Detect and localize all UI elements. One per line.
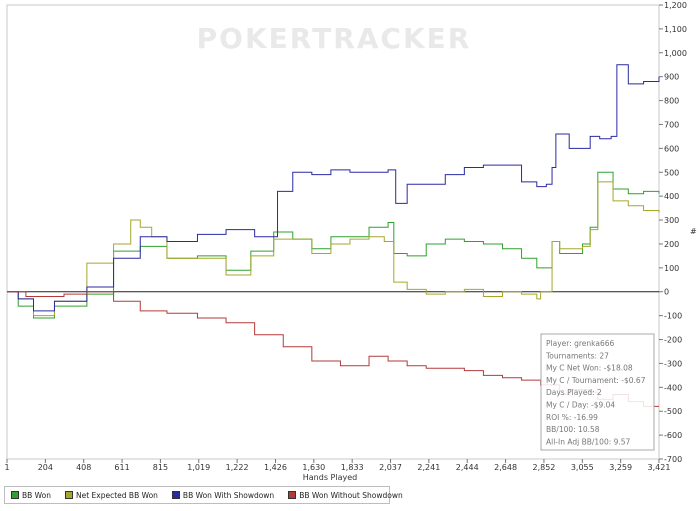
x-tick-label: 1,630 [302, 463, 325, 472]
y-tick-label: 1,000 [664, 49, 687, 58]
legend: BB Won Net Expected BB Won BB Won With Sho… [4, 486, 403, 504]
series-line-net-expected-bb-won [7, 181, 660, 317]
info-box-frame [540, 333, 655, 451]
legend-swatch [65, 491, 73, 499]
x-tick-label: 3,421 [648, 463, 671, 472]
x-tick-label: 1 [4, 463, 9, 472]
info-line: Days Played: 2 [546, 388, 602, 397]
info-line: ROI %: -16.99 [546, 413, 598, 422]
watermark-logo: POKERTRACKER [197, 22, 472, 55]
info-line: All-In Adj BB/100: 9.57 [546, 437, 631, 446]
x-tick-label: 2,852 [532, 463, 555, 472]
legend-label: Net Expected BB Won [76, 490, 158, 500]
y-axis-label: # [690, 227, 697, 236]
x-tick-label: 2,648 [494, 463, 517, 472]
y-tick-label: -200 [664, 336, 682, 345]
y-tick-label: -500 [664, 407, 682, 416]
x-tick-label: 2,037 [379, 463, 402, 472]
legend-swatch [288, 491, 297, 499]
x-tick-label: 815 [153, 463, 168, 472]
y-tick-label: 0 [664, 288, 669, 297]
y-tick-label: 200 [664, 240, 679, 249]
y-tick-label: 800 [664, 97, 679, 106]
info-line: BB/100: 10.58 [546, 425, 600, 434]
x-axis: 1 204 408 611 815 1,019 1,222 1,426 1,630 1,833 2,… [4, 459, 670, 472]
legend-item[interactable]: Net Expected BB Won [65, 491, 158, 500]
legend-swatch [171, 491, 180, 499]
y-tick-label: 900 [664, 73, 679, 82]
y-tick-label: 100 [664, 264, 679, 273]
x-tick-label: 1,019 [187, 463, 210, 472]
y-tick-label: -700 [664, 455, 682, 464]
legend-item[interactable]: BB Won With Showdown [171, 490, 275, 500]
legend-item[interactable]: BB Won Without Showdown [288, 491, 403, 500]
y-tick-label: -100 [664, 312, 682, 321]
legend-label: BB Won Without Showdown [299, 490, 403, 500]
y-axis: 1,200 1,100 1,000 900 800 700 600 500 400 300 200 1… [659, 1, 687, 464]
x-tick-label: 2,444 [456, 463, 479, 472]
y-tick-label: 400 [664, 192, 679, 201]
info-line: My C / Day: -$9.04 [546, 401, 615, 410]
info-line: My C Net Won: -$18.08 [546, 364, 633, 373]
y-tick-label: -300 [664, 359, 682, 368]
x-tick-label: 204 [38, 463, 53, 472]
y-tick-label: 700 [664, 120, 679, 129]
x-tick-label: 1,222 [226, 463, 249, 472]
info-line: My C / Tournament: -$0.67 [546, 376, 646, 385]
x-tick-label: 611 [114, 463, 129, 472]
x-tick-label: 3,259 [609, 463, 632, 472]
series-line-bb-won-with-showdown [7, 64, 660, 312]
y-tick-label: 500 [664, 168, 679, 177]
y-tick-label: 1,100 [664, 25, 687, 34]
x-tick-label: 3,055 [571, 463, 594, 472]
y-tick-label: -400 [664, 383, 682, 392]
x-tick-label: 408 [76, 463, 91, 472]
x-tick-label: 1,833 [341, 463, 364, 472]
info-line: Tournaments: 27 [545, 351, 609, 360]
x-axis-label: Hands Played [303, 473, 357, 482]
y-tick-label: 300 [664, 216, 679, 225]
y-tick-label: -600 [664, 431, 682, 440]
stats-info-box: Player: grenka666 Tournaments: 27 My C Net… [540, 333, 655, 451]
info-line: Player: grenka666 [546, 339, 615, 348]
legend-item[interactable]: BB Won [11, 491, 51, 500]
y-tick-label: 600 [664, 144, 679, 153]
legend-label: BB Won With Showdown [182, 490, 275, 500]
legend-swatch [11, 491, 19, 499]
watermark: POKERTRACKER [197, 22, 472, 55]
y-tick-label: 1,200 [664, 1, 687, 10]
legend-label: BB Won [22, 490, 51, 500]
x-tick-label: 2,241 [417, 463, 440, 472]
x-tick-label: 1,426 [264, 463, 287, 472]
